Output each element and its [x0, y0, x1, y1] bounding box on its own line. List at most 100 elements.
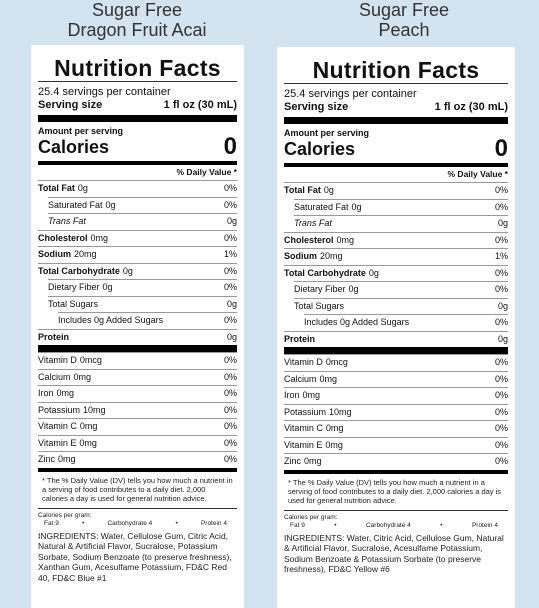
- ingredients: INGREDIENTS: Water, Cellulose Gum, Citri…: [38, 530, 232, 583]
- nutrient-amount: 0g: [368, 267, 379, 278]
- per-gram-item: Protein 4: [200, 519, 227, 527]
- daily-value: 0%: [494, 317, 508, 327]
- divider: [284, 117, 508, 124]
- daily-value: 0%: [223, 371, 237, 382]
- daily-value: 0%: [494, 267, 508, 278]
- nutrient-row: Trans Fat 0g: [294, 215, 508, 232]
- per-gram-item: Fat 9: [290, 521, 305, 529]
- divider: [284, 163, 508, 167]
- nutrient-name: Cholesterol: [38, 232, 88, 243]
- amount-per-serving: Amount per serving: [284, 128, 370, 138]
- nutrient-row: Protein 0g: [38, 328, 237, 346]
- nutrient-amount: 20mg: [74, 249, 97, 259]
- nutrient-name: Saturated Fat: [48, 199, 103, 210]
- nutrient-name: Zinc: [284, 456, 302, 466]
- nutrient-name: Dietary Fiber: [294, 284, 346, 294]
- nutrient-row: Vitamin D 0mcg 0%: [38, 352, 237, 369]
- daily-value: 0%: [494, 439, 508, 450]
- per-gram-item: •: [440, 521, 443, 529]
- nutrient-row: Calcium 0mg 0%: [38, 368, 237, 386]
- nutrient-amount: 20mg: [320, 251, 343, 261]
- nutrient-name: Vitamin E: [284, 439, 323, 450]
- daily-value: 0%: [223, 421, 237, 431]
- nutrient-name: Iron: [284, 390, 300, 400]
- heading-line: Sugar Free: [358, 0, 450, 20]
- per-gram-item: Carbohydrate 4: [365, 521, 411, 529]
- nutrient-row: Cholesterol 0mg 0%: [284, 231, 508, 249]
- nutrient-amount: 10mg: [329, 406, 352, 417]
- nutrient-row: Total Carbohydrate 0g 0%: [38, 262, 237, 280]
- nutrient-row: Total Sugars 0g: [48, 295, 237, 313]
- dv-header: % Daily Value *: [447, 169, 508, 179]
- nutrition-label: Nutrition Facts 25.4 servings per contain…: [277, 47, 515, 608]
- daily-value: 0%: [223, 388, 237, 398]
- nutrient-amount: 0g: [226, 331, 237, 342]
- nutrient-amount: 0mg: [79, 437, 97, 448]
- nutrient-name: Calcium: [284, 373, 317, 384]
- nutrient-row: Calcium 0mg 0%: [284, 370, 508, 388]
- nutrient-row: Cholesterol 0mg 0%: [38, 229, 237, 247]
- per-gram-list: Fat 9 • Carbohydrate 4 • Protein 4: [284, 522, 508, 530]
- per-gram-item: •: [334, 521, 337, 529]
- nutrient-name: Total Carbohydrate: [38, 265, 120, 276]
- calories-value: 0: [494, 135, 508, 162]
- nutrient-row: Total Fat 0g 0%: [38, 180, 237, 197]
- nutrient-name: Protein: [284, 333, 316, 344]
- nutrient-amount: 0mg: [56, 388, 75, 398]
- daily-value: 0%: [223, 183, 237, 193]
- calories: Calories 0: [284, 135, 508, 162]
- nutrient-row: Saturated Fat 0g 0%: [294, 198, 508, 216]
- nutrient-row: Zinc 0mg 0%: [38, 451, 237, 468]
- nutrient-amount: 0mg: [302, 390, 321, 400]
- nutrient-name: Total Fat: [38, 183, 75, 193]
- heading-line: Sugar Free: [91, 0, 183, 20]
- daily-value: 0%: [494, 406, 508, 417]
- daily-value: 0%: [494, 201, 508, 212]
- per-gram-label: Calories per gram:: [284, 513, 338, 521]
- daily-value: 0%: [494, 456, 508, 466]
- nutrient-name: Vitamin C: [38, 421, 77, 431]
- divider: [38, 345, 237, 352]
- nutrient-name: Trans Fat: [48, 216, 86, 226]
- nutrient-row: Sodium 20mg 1%: [38, 246, 237, 263]
- serving-size-label: Serving size: [284, 101, 349, 113]
- daily-value: 0%: [494, 234, 508, 245]
- daily-value: 0%: [223, 265, 237, 276]
- nutrient-amount: 0g: [323, 185, 334, 195]
- nutrient-row: Potassium 10mg 0%: [38, 401, 237, 419]
- nutrient-name: Vitamin C: [284, 423, 323, 433]
- nutrient-name: Trans Fat: [294, 218, 332, 228]
- nutrient-row: Vitamin C 0mg 0%: [38, 418, 237, 435]
- nutrient-amount: 0mg: [304, 456, 322, 466]
- nutrition-label: Nutrition Facts 25.4 servings per contain…: [31, 45, 244, 608]
- servings: 25.4 servings per container: [284, 88, 417, 100]
- nutrient-name: Vitamin E: [38, 437, 77, 448]
- nutrient-row: Total Sugars 0g: [294, 297, 508, 315]
- label-title: Nutrition Facts: [284, 57, 508, 84]
- daily-value: 0%: [494, 284, 508, 294]
- nutrient-row: Zinc 0mg 0%: [284, 453, 508, 470]
- ingredients: INGREDIENTS: Water, Citric Acid, Cellulo…: [284, 532, 504, 575]
- daily-value: 1%: [223, 249, 237, 259]
- daily-value: 0%: [223, 199, 237, 210]
- nutrient-name: Total Fat: [284, 185, 321, 195]
- serving-size-label: Serving size: [38, 99, 103, 111]
- nutrient-name: Calcium: [38, 371, 71, 382]
- nutrient-name: Sodium: [284, 251, 317, 261]
- servings: 25.4 servings per container: [38, 86, 171, 98]
- nutrient-name: Includes 0g Added Sugars: [304, 317, 410, 327]
- nutrient-name: Cholesterol: [284, 234, 334, 245]
- nutrient-amount: 0mcg: [325, 357, 348, 367]
- serving-size-value: 1 fl oz (30 mL): [163, 99, 237, 111]
- nutrient-name: Saturated Fat: [294, 201, 349, 212]
- daily-value: 0%: [494, 373, 508, 384]
- nutrient-row: Vitamin E 0mg 0%: [284, 436, 508, 454]
- daily-value: 0%: [494, 423, 508, 433]
- nutrient-name: Includes 0g Added Sugars: [58, 315, 164, 325]
- nutrient-name: Total Carbohydrate: [284, 267, 366, 278]
- daily-value: 0%: [223, 404, 237, 415]
- divider: [38, 115, 237, 122]
- per-gram-label: Calories per gram:: [38, 511, 92, 519]
- daily-value: 0%: [223, 437, 237, 448]
